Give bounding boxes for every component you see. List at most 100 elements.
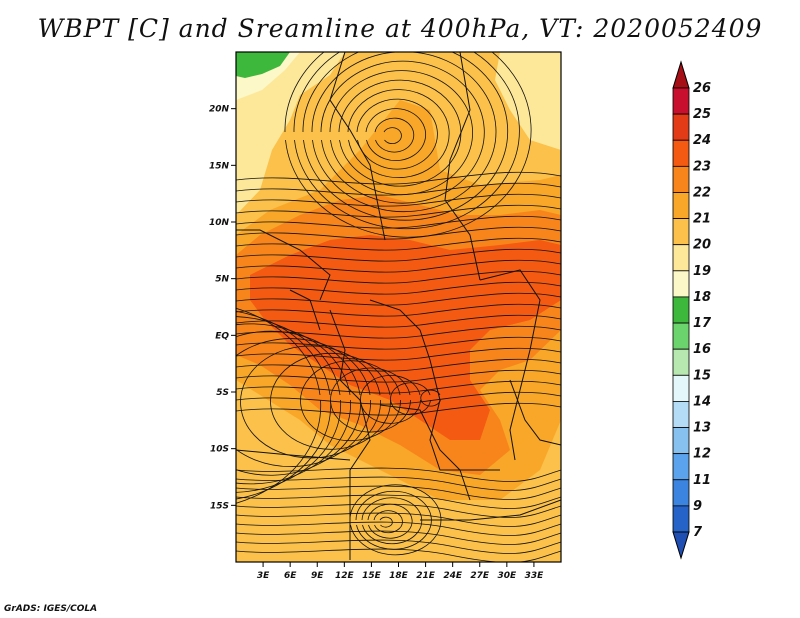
colorbar-label-22: 22 — [693, 185, 711, 200]
streamline-zonal — [236, 325, 561, 339]
colorbar-swatch-9 — [672, 296, 690, 324]
colorbar-label-12: 12 — [693, 447, 711, 462]
streamline-north-vortex — [302, 52, 509, 221]
lat-tick-label-4: EQ — [215, 331, 229, 341]
streamline-zonal — [236, 237, 561, 251]
streamline-sw-vortex — [373, 510, 403, 534]
streamlines — [236, 52, 561, 562]
streamline-north-vortex — [383, 127, 402, 145]
lon-tick-label-1: 6E — [284, 571, 297, 581]
footer-credit: GrADS: IGES/COLA — [4, 604, 98, 614]
colorbar-label-26: 26 — [693, 81, 711, 96]
contour-19-northeast — [495, 52, 561, 150]
streamline-north-vortex — [338, 79, 462, 187]
streamline-zonal — [236, 314, 561, 328]
streamline-south-gyre — [236, 316, 342, 493]
colorbar-swatch-7 — [672, 244, 690, 272]
colorbar-label-9: 9 — [693, 499, 702, 514]
colorbar-swatch-12 — [672, 374, 690, 402]
streamline-south-gyre — [236, 323, 351, 485]
streamline-zonal — [236, 380, 561, 394]
lon-tick-label-3: 12E — [335, 571, 355, 581]
streamline-south-gyre — [300, 360, 401, 442]
lon-tick-label-8: 27E — [470, 571, 490, 581]
lon-tick-label-6: 21E — [416, 571, 436, 581]
colorbar-label-21: 21 — [693, 212, 711, 227]
streamline-zonal — [236, 303, 561, 317]
streamline-south-gyre — [236, 310, 332, 500]
streamline-zonal — [236, 226, 561, 240]
streamline-zonal — [236, 204, 561, 218]
streamline-sw-vortex — [367, 503, 413, 539]
streamline-zonal — [236, 171, 561, 185]
streamline-north-vortex — [374, 117, 415, 153]
streamline-zonal — [236, 259, 561, 273]
lat-tick-label-6: 10S — [210, 445, 229, 455]
streamline-zonal — [236, 347, 561, 361]
streamline-north-vortex — [347, 89, 450, 178]
colorbar-label-15: 15 — [693, 368, 711, 383]
lon-tick-label-0: 3E — [257, 571, 270, 581]
streamline-zonal — [236, 369, 561, 383]
colorbar-label-25: 25 — [693, 107, 711, 122]
streamline-north-vortex — [284, 52, 532, 238]
streamline-sw-vortex — [355, 490, 432, 550]
colorbar-label-16: 16 — [693, 342, 711, 357]
colorbar-swatch-1 — [672, 87, 690, 115]
streamline-zonal — [236, 281, 561, 295]
colorbar-label-13: 13 — [693, 421, 711, 436]
streamline-zonal — [236, 182, 561, 196]
colorbar-swatch-16 — [672, 479, 690, 507]
streamline-south-band — [236, 494, 561, 509]
streamline-north-vortex — [293, 52, 520, 230]
lat-tick-label-7: 15S — [210, 501, 229, 511]
streamline-zonal — [236, 270, 561, 284]
chart-title: WBPT [C] and Sreamline at 400hPa, VT: 20… — [37, 14, 763, 43]
colorbar-swatch-8 — [672, 270, 690, 298]
streamline-zonal — [236, 336, 561, 350]
streamline-zonal — [236, 292, 561, 306]
country-borders — [236, 52, 561, 560]
streamline-sw-vortex — [349, 484, 442, 556]
lat-tick-label-3: 5N — [215, 275, 229, 285]
colorbar-label-18: 18 — [693, 290, 711, 305]
colorbar-swatch-14 — [672, 427, 690, 455]
streamline-south-band — [236, 530, 561, 545]
streamline-sw-vortex — [361, 497, 423, 545]
lon-tick-label-9: 30E — [497, 571, 517, 581]
colorbar-label-14: 14 — [693, 394, 711, 409]
colorbar-swatch-10 — [672, 322, 690, 350]
streamline-zonal — [236, 358, 561, 372]
colorbar-label-7: 7 — [693, 525, 703, 540]
colorbar-label-20: 20 — [693, 238, 711, 253]
streamline-north-vortex — [311, 52, 497, 213]
streamline-south-band — [236, 476, 561, 491]
colorbar-bottom-arrow — [672, 531, 690, 560]
streamline-zonal — [236, 215, 561, 229]
streamline-south-gyre — [236, 330, 361, 476]
streamline-south-gyre — [420, 389, 441, 407]
streamline-south-gyre — [236, 338, 371, 467]
streamline-north-vortex — [356, 98, 438, 170]
colorbar-swatch-11 — [672, 348, 690, 376]
colorbar-swatch-4 — [672, 165, 690, 193]
contour-19-north — [236, 52, 345, 215]
streamline-south-band — [236, 503, 561, 518]
colorbar-swatch-17 — [672, 505, 690, 533]
streamline-south-band — [236, 485, 561, 500]
lat-tick-label-5: 5S — [216, 388, 229, 398]
lat-tick-label-2: 10N — [209, 218, 230, 228]
colorbar-swatch-15 — [672, 453, 690, 481]
streamline-sw-vortex — [379, 516, 393, 528]
colorbar-swatch-6 — [672, 218, 690, 246]
colorbar-label-24: 24 — [693, 133, 711, 148]
streamline-zonal — [236, 248, 561, 262]
streamline-south-band — [236, 512, 561, 527]
streamline-south-band — [236, 521, 561, 536]
lon-tick-label-2: 9E — [311, 571, 324, 581]
lon-tick-label-5: 18E — [389, 571, 409, 581]
longitude-axis: 3E 6E 9E 12E 15E 18E 21E 24E 27E 30E 33E — [257, 562, 544, 581]
streamline-south-band — [236, 467, 561, 482]
colorbar-label-19: 19 — [693, 264, 711, 279]
